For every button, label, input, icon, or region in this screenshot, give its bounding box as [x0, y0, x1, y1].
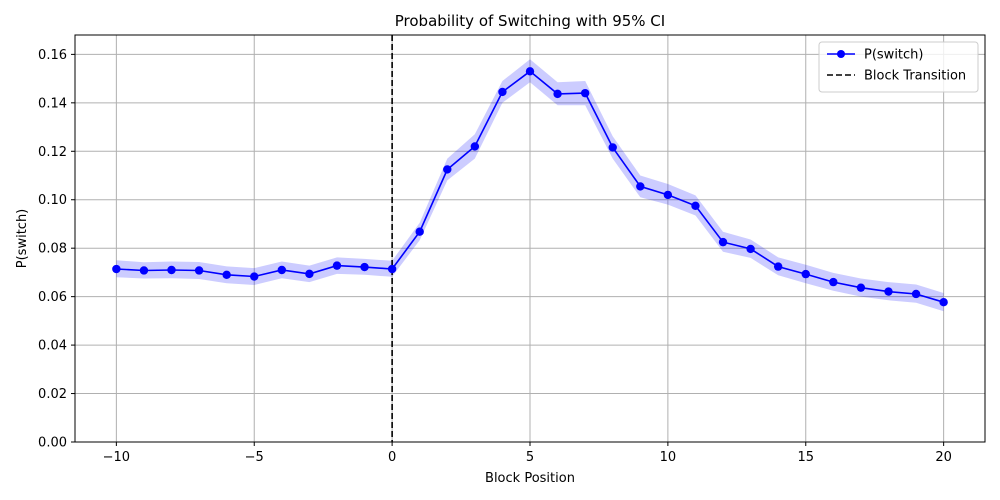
- data-point: [443, 165, 452, 174]
- data-point: [305, 269, 314, 279]
- y-tick-label: 0.00: [38, 436, 67, 451]
- grid: [75, 35, 985, 443]
- data-point: [691, 201, 700, 210]
- data-point: [746, 244, 755, 254]
- data-point: [856, 283, 866, 292]
- legend-marker-p-switch: [837, 50, 845, 58]
- x-tick-label: 15: [797, 450, 814, 465]
- x-tick-label: 0: [388, 450, 396, 465]
- data-point: [139, 266, 149, 275]
- y-tick-label: 0.02: [38, 387, 67, 402]
- x-axis: −10 −5 0 5 10 15 20: [103, 442, 952, 465]
- data-point: [415, 227, 424, 236]
- legend-box: [818, 41, 979, 93]
- x-tick-label: −10: [103, 450, 130, 465]
- y-axis-label: P(switch): [15, 209, 30, 268]
- legend: P(switch) Block Transition: [818, 41, 979, 93]
- data-point: [911, 289, 921, 299]
- data-point: [470, 142, 480, 151]
- data-point: [167, 265, 176, 275]
- x-tick-label: 20: [935, 450, 952, 465]
- data-point: [718, 237, 728, 247]
- data-point: [250, 272, 259, 281]
- data-point: [525, 67, 535, 76]
- data-point: [194, 266, 204, 275]
- data-point: [636, 182, 645, 191]
- x-tick-label: 5: [526, 450, 534, 465]
- data-point: [112, 264, 121, 274]
- data-point: [222, 270, 231, 280]
- data-point: [608, 143, 617, 152]
- data-point: [829, 277, 838, 287]
- data-point: [939, 298, 948, 307]
- x-tick-label: 10: [660, 450, 677, 465]
- legend-label-p-switch: P(switch): [864, 48, 923, 63]
- y-tick-label: 0.06: [38, 290, 67, 305]
- y-tick-label: 0.16: [38, 48, 67, 63]
- data-point: [387, 264, 397, 274]
- data-point: [663, 190, 673, 200]
- data-point: [801, 269, 810, 279]
- chart-title: Probability of Switching with 95% CI: [395, 12, 665, 30]
- legend-label-block-transition: Block Transition: [864, 69, 966, 84]
- x-tick-label: −5: [245, 450, 264, 465]
- data-point: [360, 262, 369, 272]
- ci-band: [116, 59, 944, 312]
- data-point: [884, 287, 893, 296]
- y-axis: 0.00 0.02 0.04 0.06 0.08 0.10 0.12 0.14 0.16: [38, 48, 75, 451]
- series-points: [112, 67, 948, 307]
- y-tick-label: 0.08: [38, 242, 67, 257]
- x-axis-label: Block Position: [485, 471, 575, 486]
- y-tick-label: 0.14: [38, 96, 67, 111]
- data-point: [498, 87, 507, 97]
- data-point: [332, 261, 342, 270]
- y-tick-label: 0.10: [38, 193, 67, 208]
- data-point: [277, 265, 287, 275]
- data-point: [553, 89, 562, 99]
- y-tick-label: 0.12: [38, 145, 67, 160]
- data-point: [580, 88, 590, 98]
- y-tick-label: 0.04: [38, 339, 67, 354]
- data-point: [773, 262, 783, 271]
